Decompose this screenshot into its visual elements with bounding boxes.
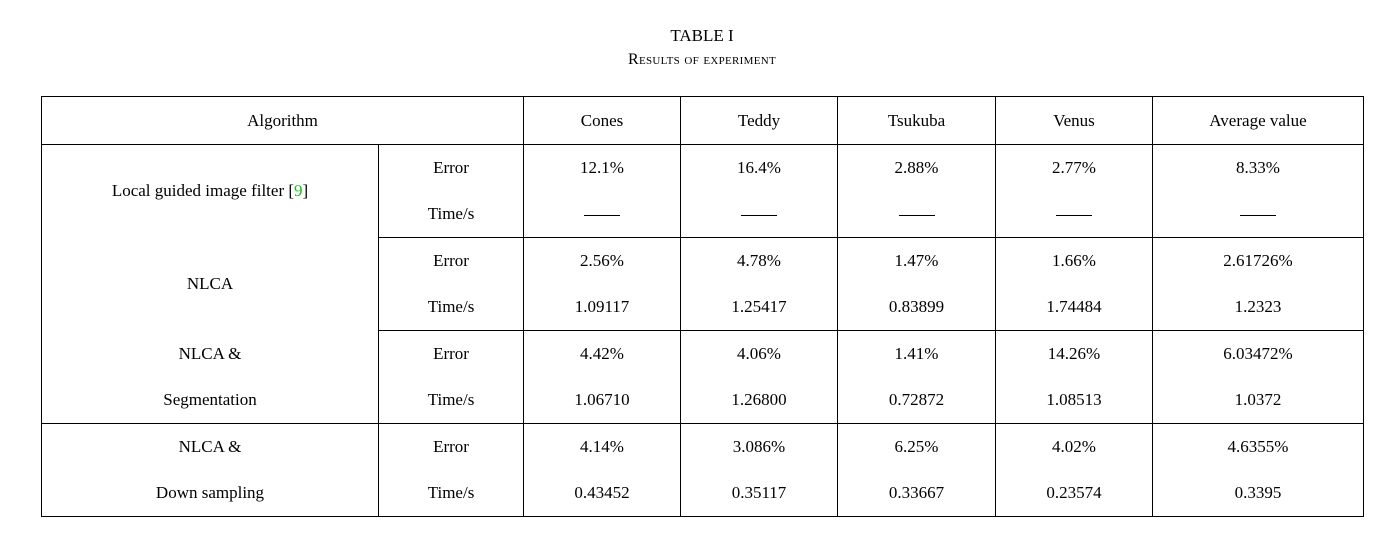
value-cell: 4.06% xyxy=(680,330,838,377)
value-cell: 1.09117 xyxy=(523,284,681,331)
value-cell xyxy=(837,191,996,238)
value-cell: 4.02% xyxy=(995,423,1153,470)
header-average-value: Average value xyxy=(1152,96,1364,145)
table-caption-subtitle: Results of experiment xyxy=(627,51,777,68)
empty-dash xyxy=(1056,214,1092,216)
citation-link[interactable]: 9 xyxy=(294,181,303,201)
value-cell: 1.74484 xyxy=(995,284,1153,331)
value-cell: 1.26800 xyxy=(680,377,838,424)
value-cell: 4.14% xyxy=(523,423,681,470)
algorithm-name-line1: NLCA & xyxy=(41,330,379,377)
value-cell: 4.6355% xyxy=(1152,423,1364,470)
value-cell: 0.3395 xyxy=(1152,470,1364,517)
algorithm-cell: NLCA xyxy=(41,237,379,331)
table-row: Down sampling Time/s 0.43452 0.35117 0.3… xyxy=(41,470,1364,517)
value-cell: 16.4% xyxy=(680,144,838,191)
value-cell: 1.66% xyxy=(995,237,1153,284)
value-cell: 14.26% xyxy=(995,330,1153,377)
algorithm-name-line1: NLCA & xyxy=(41,423,379,470)
metric-label: Time/s xyxy=(378,377,524,424)
table-row: Segmentation Time/s 1.06710 1.26800 0.72… xyxy=(41,377,1364,424)
metric-label: Time/s xyxy=(378,470,524,517)
header-row: Algorithm Cones Teddy Tsukuba Venus Aver… xyxy=(41,96,1364,145)
metric-label: Error xyxy=(378,237,524,284)
metric-label: Error xyxy=(378,144,524,191)
value-cell: 1.47% xyxy=(837,237,996,284)
value-cell: 8.33% xyxy=(1152,144,1364,191)
value-cell: 1.0372 xyxy=(1152,377,1364,424)
metric-label: Time/s xyxy=(378,191,524,238)
table-caption-title: TABLE I xyxy=(670,26,734,45)
value-cell: 3.086% xyxy=(680,423,838,470)
table-row: Local guided image filter [9] Error 12.1… xyxy=(41,144,1364,238)
header-tsukuba: Tsukuba xyxy=(837,96,996,145)
value-cell: 4.42% xyxy=(523,330,681,377)
value-cell: 0.33667 xyxy=(837,470,996,517)
metric-label: Error xyxy=(378,330,524,377)
table-row: NLCA & Error 4.14% 3.086% 6.25% 4.02% 4.… xyxy=(41,423,1364,470)
empty-dash xyxy=(1240,214,1276,216)
value-cell: 1.08513 xyxy=(995,377,1153,424)
value-cell: 2.77% xyxy=(995,144,1153,191)
empty-dash xyxy=(898,214,935,216)
algorithm-cell: Local guided image filter [9] xyxy=(41,144,379,238)
value-cell: 0.83899 xyxy=(837,284,996,331)
algorithm-name-line2: Segmentation xyxy=(41,377,379,424)
value-cell xyxy=(523,191,681,238)
metric-label: Error xyxy=(378,423,524,470)
value-cell: 12.1% xyxy=(523,144,681,191)
value-cell: 1.06710 xyxy=(523,377,681,424)
value-cell xyxy=(1152,191,1364,238)
value-cell: 1.2323 xyxy=(1152,284,1364,331)
value-cell: 6.25% xyxy=(837,423,996,470)
value-cell: 6.03472% xyxy=(1152,330,1364,377)
value-cell: 0.35117 xyxy=(680,470,838,517)
empty-dash xyxy=(741,214,777,216)
value-cell xyxy=(680,191,838,238)
value-cell: 2.88% xyxy=(837,144,996,191)
value-cell: 0.23574 xyxy=(995,470,1153,517)
value-cell: 2.56% xyxy=(523,237,681,284)
table-row: NLCA & Error 4.42% 4.06% 1.41% 14.26% 6.… xyxy=(41,330,1364,377)
value-cell: 0.72872 xyxy=(837,377,996,424)
citation-bracket: ] xyxy=(302,181,309,201)
value-cell: 2.61726% xyxy=(1152,237,1364,284)
value-cell: 0.43452 xyxy=(523,470,681,517)
value-cell: 4.78% xyxy=(680,237,838,284)
value-cell: 1.25417 xyxy=(680,284,838,331)
table-row: Time/s xyxy=(42,191,1364,238)
header-algorithm: Algorithm xyxy=(41,96,524,145)
results-table: Algorithm Cones Teddy Tsukuba Venus Aver… xyxy=(41,96,1364,517)
value-cell: 1.41% xyxy=(837,330,996,377)
header-cones: Cones xyxy=(523,96,681,145)
table-row: NLCA Error 2.56% 4.78% 1.47% 1.66% 2.617… xyxy=(41,237,1364,331)
algorithm-name-line2: Down sampling xyxy=(41,470,379,517)
algorithm-name: Local guided image filter [ xyxy=(111,181,295,201)
header-teddy: Teddy xyxy=(680,96,838,145)
empty-dash xyxy=(584,214,620,216)
header-venus: Venus xyxy=(995,96,1153,145)
metric-label: Time/s xyxy=(378,284,524,331)
value-cell xyxy=(995,191,1153,238)
table-row: Time/s 1.09117 1.25417 0.83899 1.74484 1… xyxy=(42,284,1364,331)
